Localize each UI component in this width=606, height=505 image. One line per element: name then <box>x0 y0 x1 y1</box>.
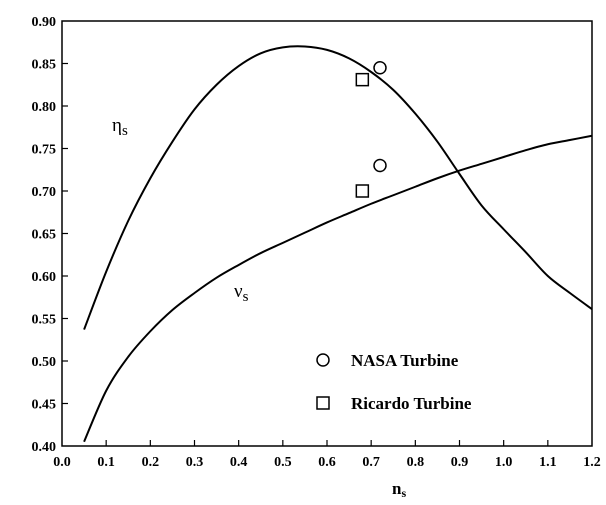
y-tick-label: 0.70 <box>32 185 57 200</box>
legend-square-marker <box>316 396 330 410</box>
x-tick-label: 0.0 <box>53 455 71 470</box>
legend-circle-marker <box>316 353 330 367</box>
x-tick-label: 0.8 <box>407 455 425 470</box>
plot-area: 0.0 0.1 0.2 0.3 0.4 0.5 0.6 0.7 0.8 0.9 1.0 1.1 1.2 … <box>32 15 601 470</box>
series-layer <box>83 45 593 443</box>
y-axis: 0.40 0.45 0.50 0.55 0.60 0.65 0.70 0.75 0.80 0.85… <box>32 15 68 455</box>
axes-frame <box>61 20 593 447</box>
y-tick-label: 0.45 <box>32 398 57 413</box>
y-tick-label: 0.65 <box>32 228 57 243</box>
x-tick-label: 0.1 <box>97 455 115 470</box>
ricardo-turbine-point <box>355 184 370 198</box>
series-line-nu <box>83 134 593 443</box>
x-tick-label: 0.9 <box>451 455 469 470</box>
y-tick-label: 0.80 <box>32 100 57 115</box>
x-tick-label: 0.7 <box>362 455 380 470</box>
points-layer <box>355 61 387 198</box>
x-tick-label: 0.3 <box>186 455 204 470</box>
y-tick-label: 0.85 <box>32 58 57 73</box>
legend-label-ricardo: Ricardo Turbine <box>351 394 472 413</box>
x-tick-label: 0.6 <box>318 455 336 470</box>
ricardo-turbine-point <box>355 72 370 87</box>
series-line-eta <box>83 45 593 330</box>
x-tick-label: 0.5 <box>274 455 292 470</box>
y-tick-label: 0.90 <box>32 15 57 30</box>
x-axis: 0.0 0.1 0.2 0.3 0.4 0.5 0.6 0.7 0.8 0.9 1.0 1.1 1.2 <box>53 440 601 470</box>
x-tick-label: 1.1 <box>539 455 557 470</box>
x-tick-label: 1.0 <box>495 455 513 470</box>
series-label-nu: νs <box>234 281 249 305</box>
y-tick-label: 0.40 <box>32 440 57 455</box>
nasa-turbine-point <box>373 158 387 173</box>
series-label-eta: ηs <box>112 115 128 139</box>
y-tick-label: 0.55 <box>32 313 57 328</box>
x-tick-label: 1.2 <box>583 455 601 470</box>
legend-label-nasa: NASA Turbine <box>351 351 459 370</box>
y-tick-label: 0.50 <box>32 355 57 370</box>
x-tick-label: 0.4 <box>230 455 248 470</box>
y-tick-label: 0.75 <box>32 143 57 158</box>
legend: NASA Turbine Ricardo Turbine <box>316 351 472 413</box>
x-axis-label: ns <box>392 479 406 500</box>
y-tick-label: 0.60 <box>32 270 57 285</box>
nasa-turbine-point <box>373 61 387 75</box>
x-tick-label: 0.2 <box>142 455 160 470</box>
